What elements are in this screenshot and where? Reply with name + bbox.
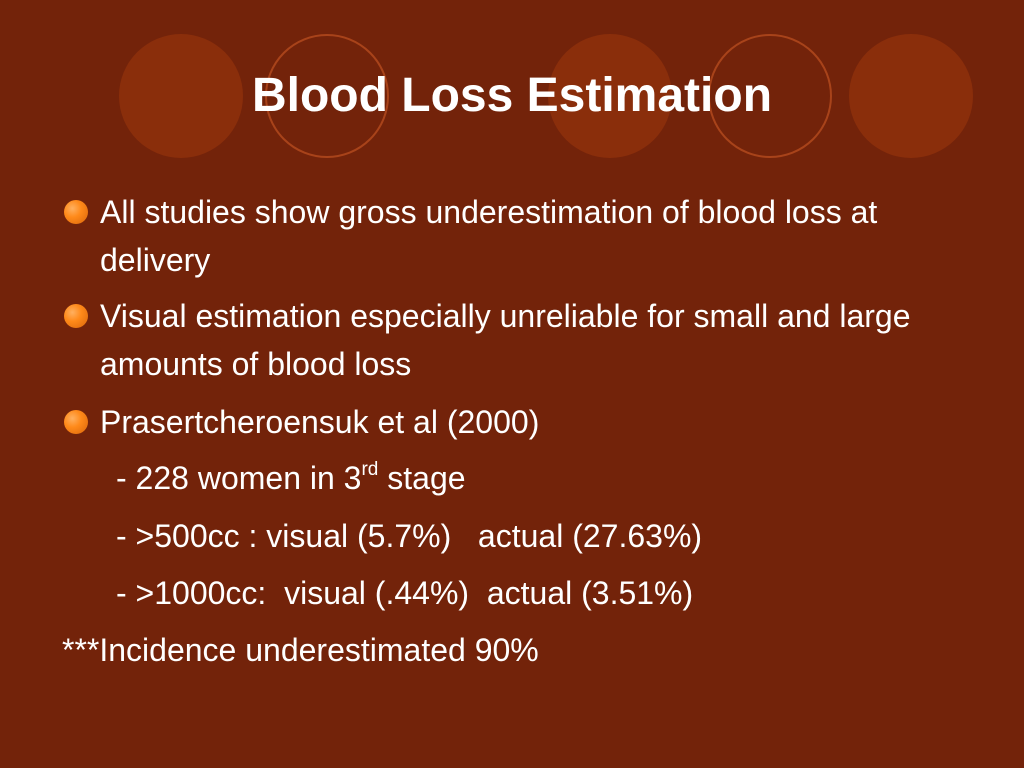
bullet-dot-icon (64, 410, 88, 434)
bullet-text: Visual estimation especially unreliable … (100, 298, 911, 382)
bullet-dot-icon (64, 304, 88, 328)
sub-item-women: - 228 women in 3rd stage (116, 454, 976, 502)
decor-ring-1 (265, 34, 389, 158)
slide-title: Blood Loss Estimation (251, 69, 773, 122)
decor-circle-2 (548, 34, 672, 158)
sub-item-1000cc: - >1000cc: visual (.44%) actual (3.51%) (116, 575, 694, 611)
sub-item-women-stage: stage (378, 460, 466, 496)
bullet-text: Prasertcheroensuk et al (2000) (100, 404, 540, 440)
decor-circle-3 (849, 34, 973, 158)
footnote: ***Incidence underestimated 90% (62, 632, 539, 668)
bullet-text: All studies show gross underestimation o… (100, 194, 878, 278)
decor-ring-2 (708, 34, 832, 158)
sub-item-women-text: - 228 women in 3 (116, 460, 362, 496)
decor-circle-1 (119, 34, 243, 158)
bullet-dot-icon (64, 200, 88, 224)
sub-item-500cc: - >500cc : visual (5.7%) actual (27.63%) (116, 518, 703, 554)
ordinal-suffix: rd (361, 459, 379, 480)
